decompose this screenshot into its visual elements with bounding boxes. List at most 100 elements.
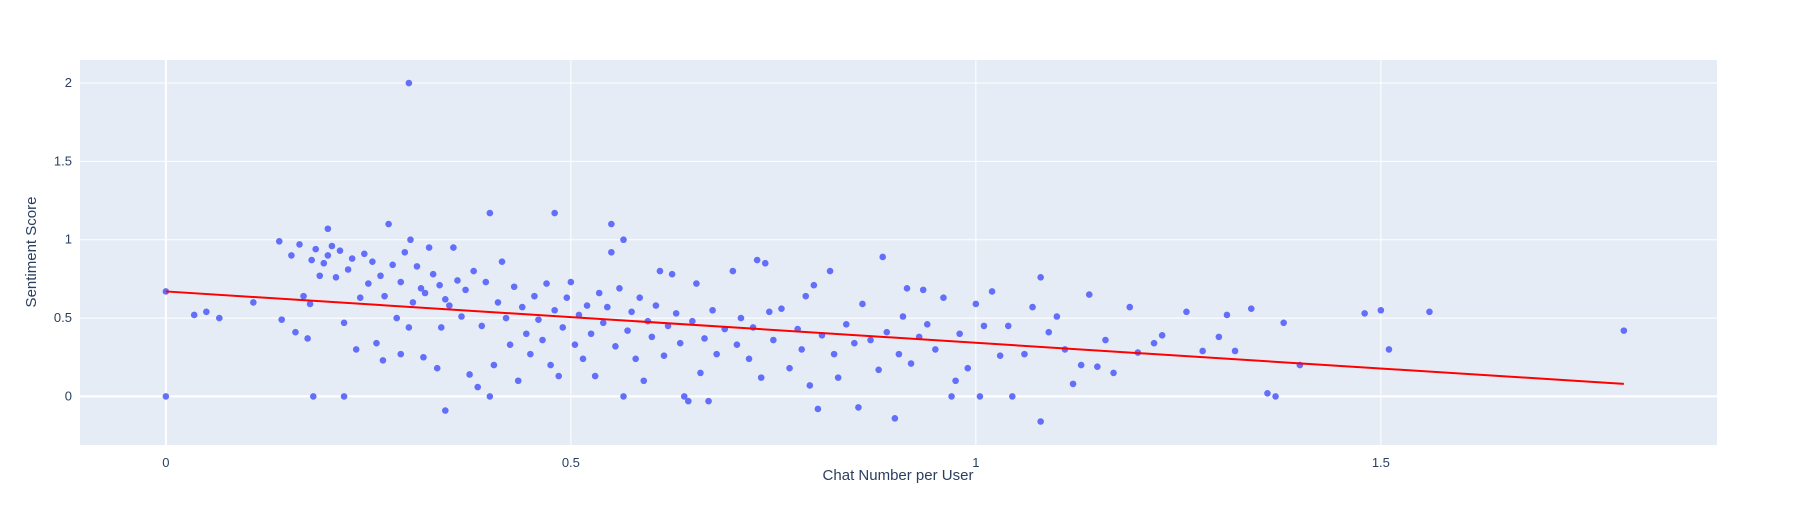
data-point [705, 397, 712, 405]
data-point [486, 209, 494, 217]
data-point [304, 335, 311, 342]
data-point [1029, 303, 1036, 311]
data-point [919, 286, 927, 294]
data-point [486, 393, 494, 400]
grid [80, 60, 1717, 445]
data-point [278, 316, 285, 323]
data-point [377, 272, 384, 280]
data-point [482, 278, 490, 286]
data-point [369, 258, 376, 265]
data-point [433, 364, 441, 372]
data-point [1231, 347, 1239, 355]
data-point [952, 377, 959, 385]
data-point [1021, 350, 1028, 358]
data-point [531, 292, 538, 300]
data-point [652, 302, 660, 309]
data-point [770, 336, 777, 344]
data-point [409, 299, 417, 306]
data-point [583, 302, 591, 309]
data-point [450, 244, 457, 251]
data-point [899, 313, 907, 320]
data-point [425, 244, 433, 251]
data-point [1037, 418, 1044, 425]
data-point [895, 350, 903, 358]
data-point [685, 397, 692, 405]
data-point [551, 209, 558, 217]
data-point [680, 393, 688, 400]
data-point [1102, 336, 1109, 344]
data-point [1223, 311, 1231, 319]
data-point [648, 333, 656, 341]
data-point [1077, 361, 1085, 369]
data-point [964, 364, 972, 372]
data-point [810, 281, 818, 289]
data-point [340, 393, 348, 400]
y-tick-label: 1 [65, 232, 72, 247]
data-point [1158, 332, 1166, 339]
data-point [1037, 274, 1044, 281]
data-point [567, 278, 575, 286]
x-tick-label: 1 [972, 455, 979, 470]
data-point [543, 280, 550, 287]
data-point [1280, 319, 1287, 327]
x-tick-label: 0 [162, 455, 169, 470]
data-point [628, 308, 635, 316]
data-point [381, 292, 388, 300]
data-point [859, 300, 866, 308]
y-tick-label: 0.5 [54, 310, 72, 325]
data-point [656, 267, 664, 275]
data-point [1620, 327, 1628, 334]
data-point [604, 303, 611, 311]
data-point [956, 330, 963, 338]
data-point [826, 267, 834, 275]
data-point [842, 321, 850, 328]
data-point [454, 277, 461, 284]
data-point [324, 225, 332, 233]
data-point [757, 374, 765, 381]
data-point [1247, 305, 1255, 312]
data-point [559, 324, 567, 331]
data-point [733, 341, 741, 349]
x-axis-title: Chat Number per User [823, 467, 974, 484]
data-point [608, 220, 615, 228]
data-point [547, 361, 554, 369]
data-point [1264, 389, 1271, 397]
data-point [397, 350, 405, 358]
data-point [250, 299, 257, 306]
data-point [624, 327, 631, 334]
data-point [672, 310, 680, 317]
data-point [308, 256, 315, 264]
data-point [1150, 339, 1158, 347]
data-point [595, 289, 603, 297]
data-point [591, 372, 599, 380]
data-point [612, 342, 619, 350]
data-point [972, 300, 980, 308]
x-tick-label: 0.5 [562, 455, 580, 470]
data-point [405, 324, 413, 331]
data-point [697, 369, 704, 377]
data-point [1069, 380, 1077, 388]
data-point [385, 220, 392, 228]
data-point [599, 319, 607, 327]
y-tick-label: 2 [65, 75, 72, 90]
data-point [429, 270, 437, 278]
data-point [340, 319, 348, 327]
data-point [413, 263, 421, 270]
data-point [713, 350, 720, 358]
data-point [518, 303, 526, 311]
data-point [834, 374, 842, 381]
data-point [506, 341, 514, 349]
data-point [436, 281, 443, 289]
data-point [446, 302, 453, 309]
data-point [373, 339, 380, 347]
data-point [458, 313, 465, 320]
data-point [830, 350, 838, 358]
data-point [523, 330, 530, 338]
data-point [1426, 308, 1433, 316]
data-point [551, 306, 558, 314]
data-point [1215, 333, 1223, 341]
data-point [1377, 306, 1385, 314]
data-point [980, 322, 988, 330]
data-point [478, 322, 486, 330]
data-point [689, 317, 696, 325]
